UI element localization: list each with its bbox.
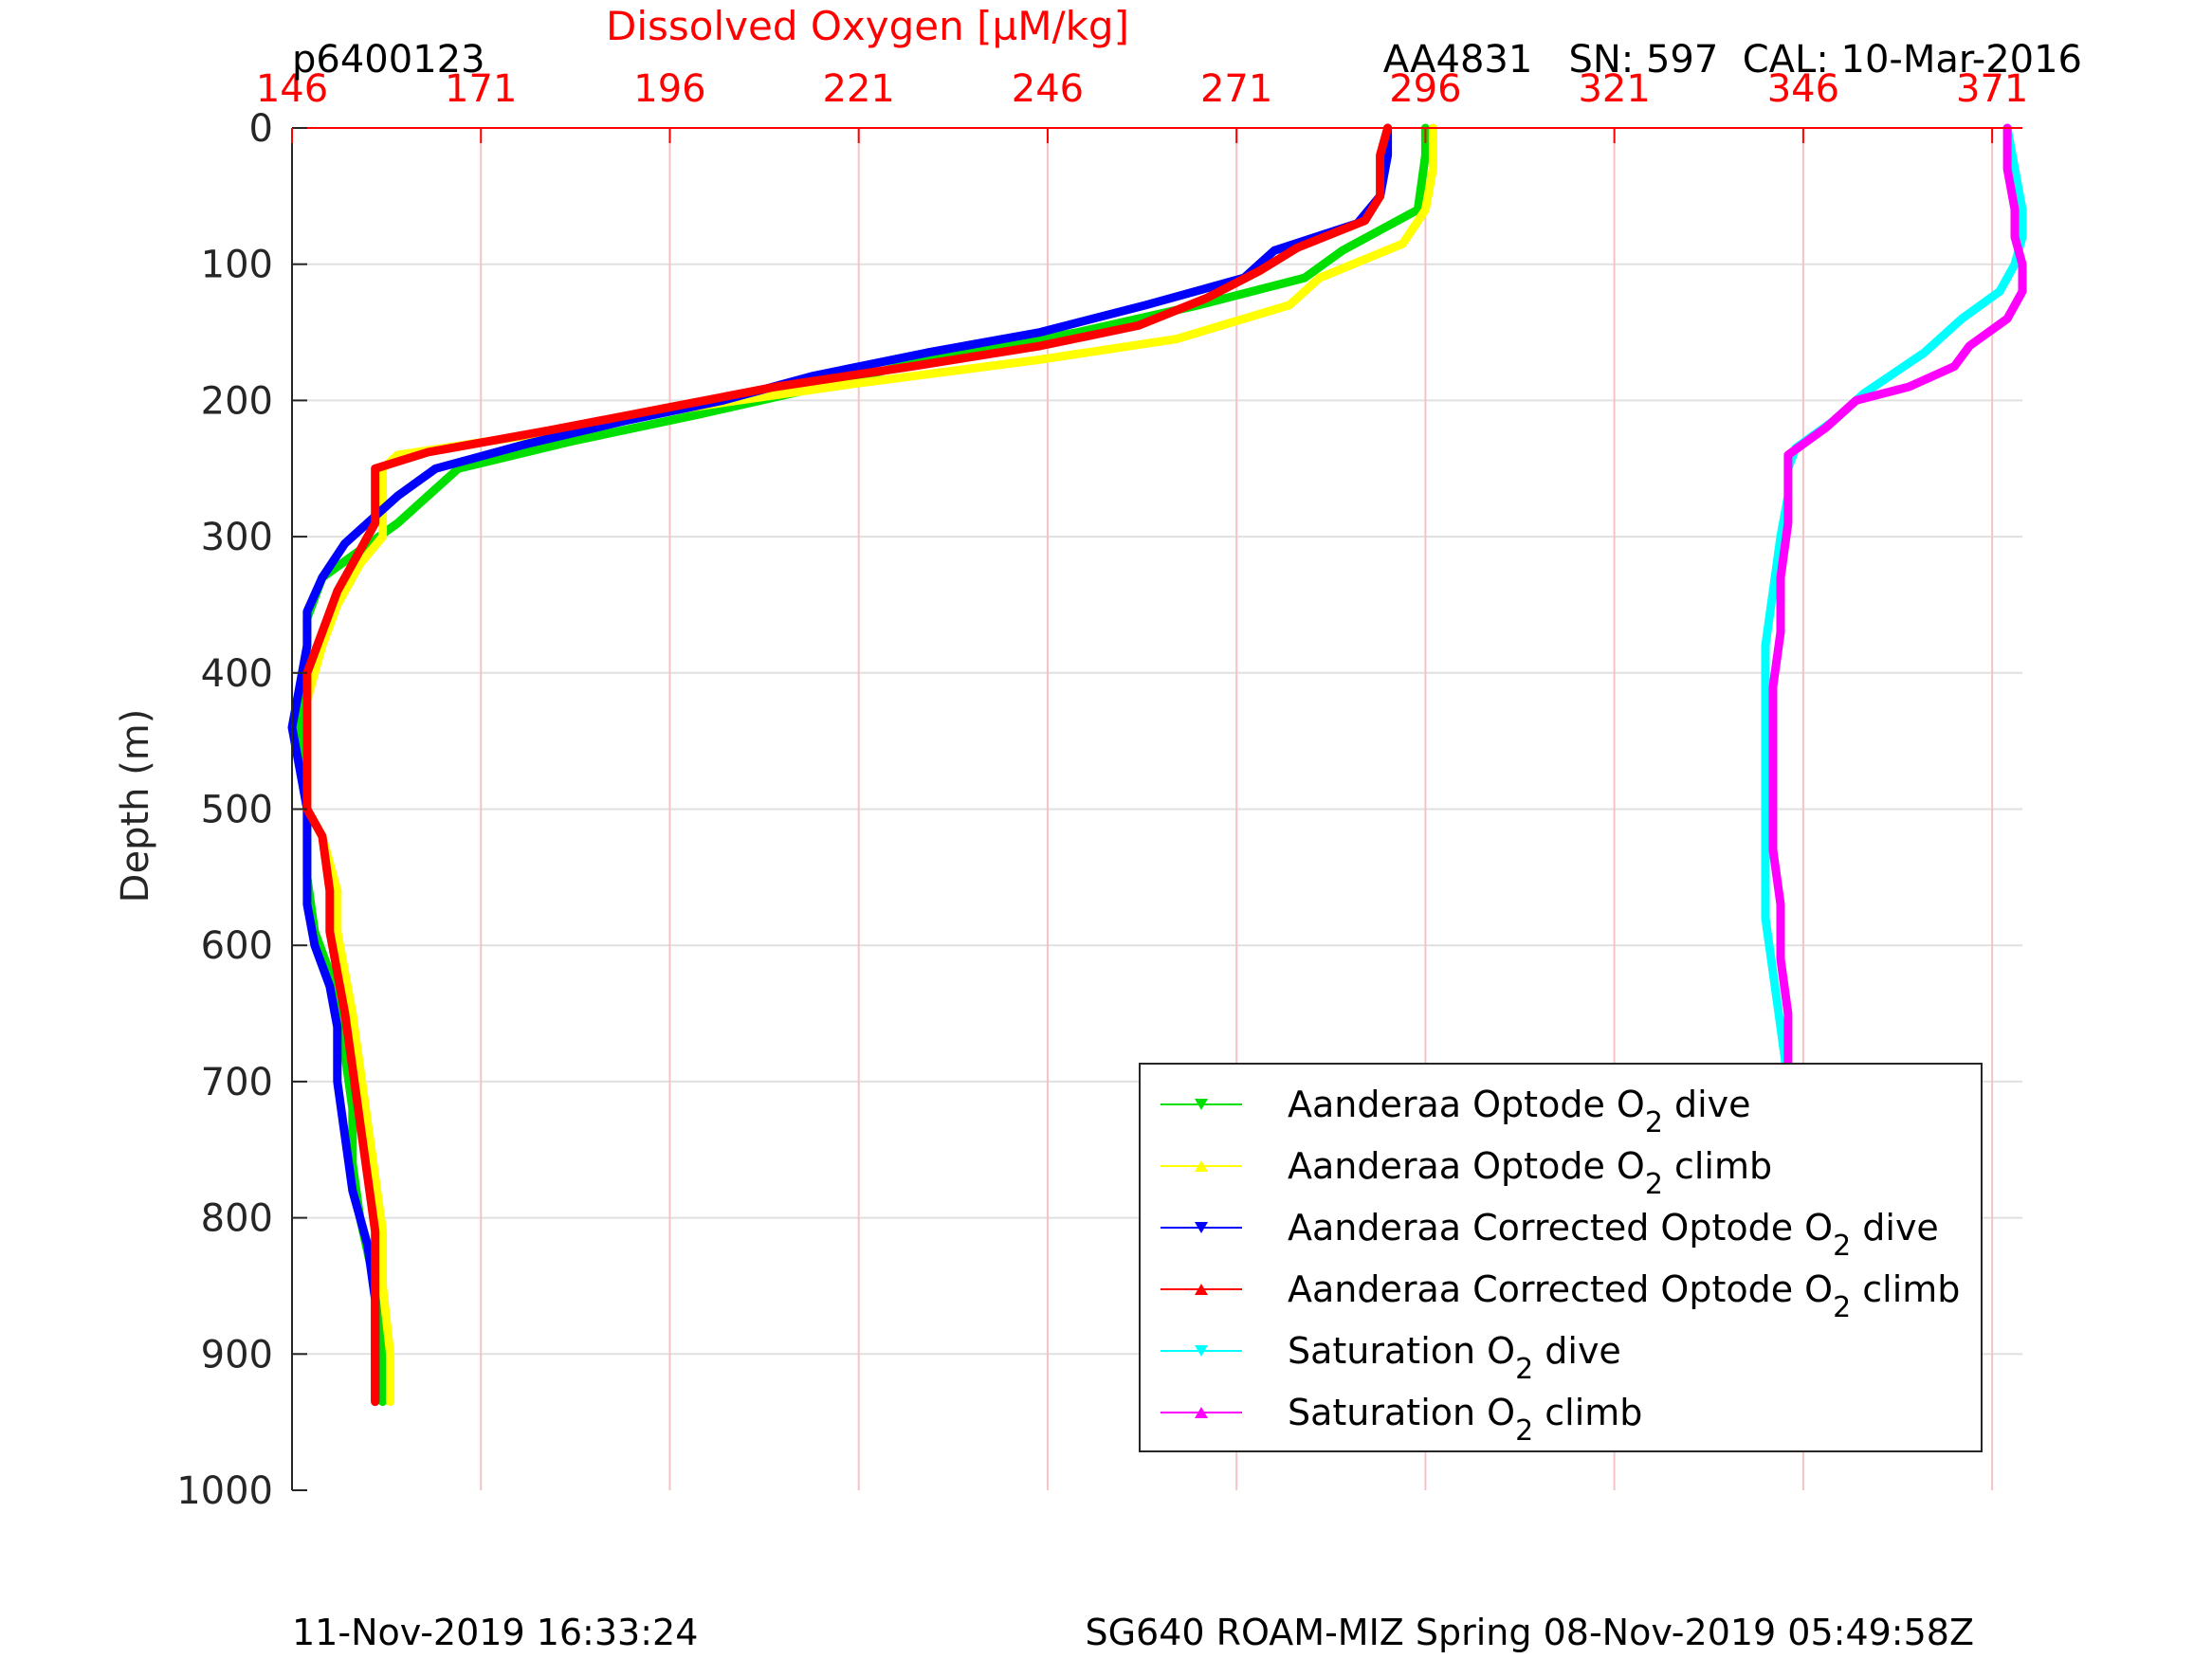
x-tick-label: 246 bbox=[1012, 67, 1084, 111]
x-axis-title: Dissolved Oxygen [µM/kg] bbox=[606, 3, 1129, 49]
x-tick-label: 346 bbox=[1767, 67, 1839, 111]
axes bbox=[291, 127, 2022, 1491]
series-line-4 bbox=[302, 123, 1393, 1407]
x-tick-label: 321 bbox=[1578, 67, 1650, 111]
x-tick-label: 196 bbox=[633, 67, 705, 111]
series-line-2 bbox=[302, 123, 1437, 1407]
legend-label-5: Saturation O2 dive bbox=[1288, 1330, 1621, 1386]
y-tick-label: 700 bbox=[201, 1061, 273, 1104]
x-tick-label: 296 bbox=[1389, 67, 1461, 111]
y-tick-label: 600 bbox=[201, 924, 273, 968]
y-tick-label: 300 bbox=[201, 516, 273, 559]
y-tick-label: 400 bbox=[201, 652, 273, 696]
x-tick-label: 371 bbox=[1956, 67, 2028, 111]
legend-marker-1 bbox=[1195, 1099, 1208, 1110]
y-tick-label: 0 bbox=[249, 107, 273, 151]
legend-label-1: Aanderaa Optode O2 dive bbox=[1288, 1084, 1751, 1139]
legend-marker-2 bbox=[1195, 1160, 1208, 1172]
y-tick-label: 500 bbox=[201, 789, 273, 832]
footer-plot-date: 11-Nov-2019 16:33:24 bbox=[292, 1612, 698, 1653]
legend-label-3: Aanderaa Corrected Optode O2 dive bbox=[1288, 1207, 1939, 1263]
legend-marker-3 bbox=[1195, 1222, 1208, 1233]
x-tick-label: 171 bbox=[445, 67, 517, 111]
legend-label-4: Aanderaa Corrected Optode O2 climb bbox=[1288, 1268, 1960, 1324]
y-tick-label: 900 bbox=[201, 1333, 273, 1376]
legend-label-2: Aanderaa Optode O2 climb bbox=[1288, 1145, 1772, 1201]
x-tick-label: 271 bbox=[1200, 67, 1272, 111]
y-tick-label: 1000 bbox=[176, 1469, 273, 1513]
legend-marker-4 bbox=[1195, 1284, 1208, 1295]
profile-id-label: p6400123 bbox=[292, 38, 485, 82]
legend-marker-6 bbox=[1195, 1407, 1208, 1418]
sensor-info-label: AA4831 SN: 597 CAL: 10-Mar-2016 bbox=[1383, 38, 2082, 82]
tick-labels: 0 100 200 300 400 500 600 700 800 900 1000 146 171 19… bbox=[176, 67, 2028, 1513]
y-tick-label: 100 bbox=[201, 244, 273, 287]
x-tick-label: 146 bbox=[256, 67, 328, 111]
footer-mission-info: SG640 ROAM-MIZ Spring 08-Nov-2019 05:49:… bbox=[1085, 1612, 1974, 1653]
series-line-3 bbox=[287, 123, 1393, 1407]
legend-marker-5 bbox=[1195, 1345, 1208, 1357]
legend-box bbox=[1139, 1063, 1983, 1452]
x-tick-label: 221 bbox=[823, 67, 895, 111]
y-axis-title: Depth (m) bbox=[114, 709, 157, 903]
y-tick-label: 200 bbox=[201, 379, 273, 423]
legend: Aanderaa Optode O2 dive Aanderaa Optode O… bbox=[1139, 1063, 1983, 1452]
legend-label-6: Saturation O2 climb bbox=[1288, 1392, 1642, 1448]
y-tick-label: 800 bbox=[201, 1197, 273, 1241]
